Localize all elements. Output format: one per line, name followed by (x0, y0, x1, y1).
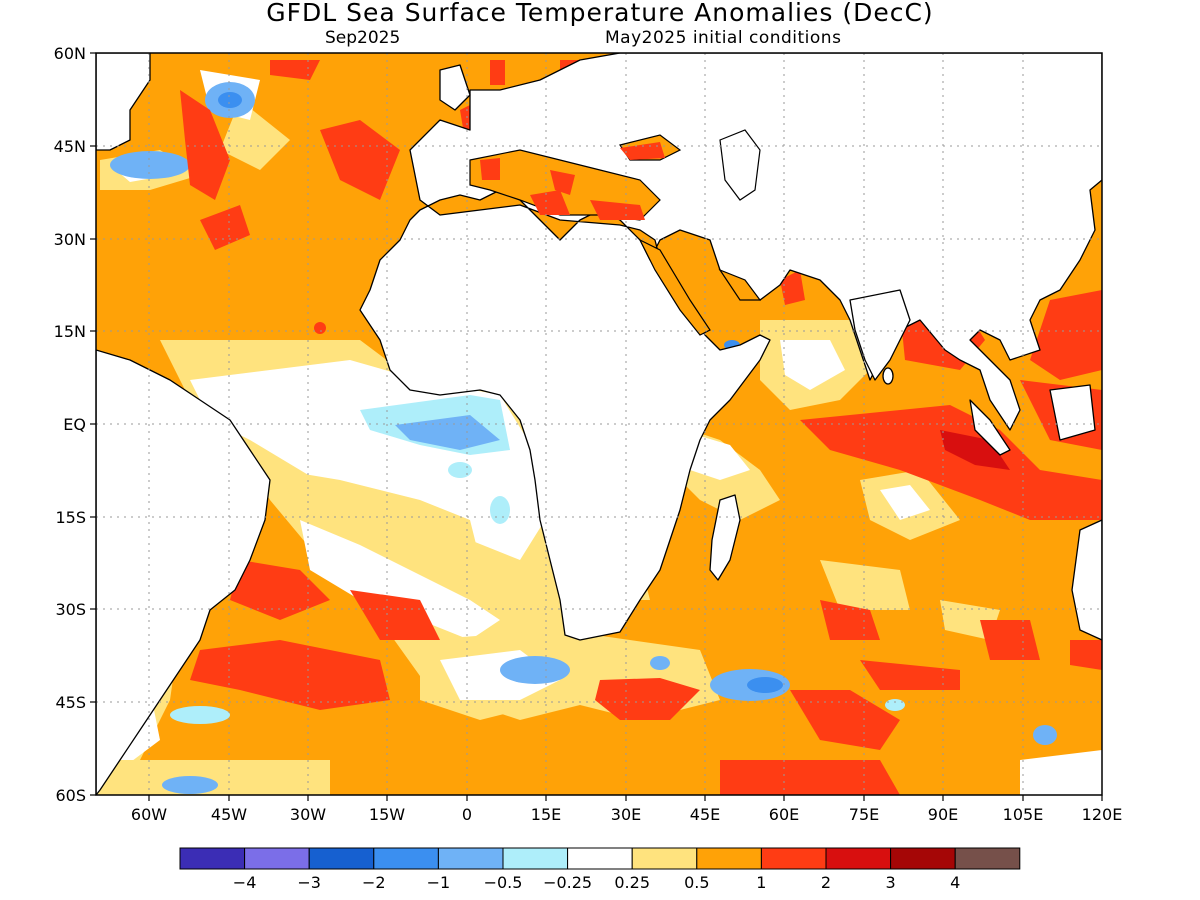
sumatra (969, 399, 1011, 456)
colorbar-swatch (179, 847, 246, 870)
lat-label: 15N (54, 322, 86, 341)
colorbar-label: −0.5 (484, 873, 523, 892)
colorbar-label: 0.25 (614, 873, 650, 892)
colorbar-swatch (631, 847, 698, 870)
india (849, 289, 911, 381)
lat-label: 45N (54, 137, 86, 156)
colorbar-swatch (825, 847, 892, 870)
lat-label: 15S (55, 508, 86, 527)
longitude-labels: 60W 45W 30W 15W 0 15E 30E 45E 60E 75E 90… (131, 805, 1122, 824)
latitude-labels: 60N 45N 30N 15N EQ 15S 30S 45S 60S (54, 44, 86, 805)
lon-label: 105E (1003, 805, 1044, 824)
cold-anomaly-regions (110, 82, 1057, 794)
med-warm-patches (480, 142, 665, 220)
colorbar-label: −1 (427, 873, 451, 892)
colorbar-swatch (502, 847, 569, 870)
graticule (96, 53, 1102, 795)
north-america (96, 53, 151, 151)
colorbar-label: 2 (821, 873, 831, 892)
warm-anomaly-regions (180, 60, 1102, 795)
colorbar-swatch (696, 847, 762, 870)
lon-label: 30E (611, 805, 641, 824)
colorbar-swatch (373, 847, 439, 870)
lon-label: 15W (369, 805, 405, 824)
sri-lanka (882, 367, 894, 385)
colorbar-label: −0.25 (543, 873, 592, 892)
lat-label: 60S (55, 786, 86, 805)
colorbar-label: 0.5 (684, 873, 709, 892)
caspian-sea (719, 129, 761, 201)
colorbar-swatch (567, 847, 633, 870)
colorbar-label: 3 (886, 873, 896, 892)
great-britain (439, 64, 471, 111)
map-frame-content (96, 53, 1102, 795)
lon-label: 0 (462, 805, 472, 824)
colorbar-swatch (437, 847, 504, 870)
tick-marks (90, 52, 1103, 801)
lat-label: 30S (55, 600, 86, 619)
lon-label: 120E (1082, 805, 1123, 824)
colorbar-swatch (890, 847, 956, 870)
madagascar (709, 494, 741, 581)
lon-label: 90E (928, 805, 958, 824)
south-america (96, 349, 271, 795)
colorbar-swatch (244, 847, 310, 870)
persian-gulf (718, 268, 762, 301)
borneo (1049, 384, 1096, 441)
colorbar-label: −2 (362, 873, 386, 892)
australia (1071, 519, 1102, 641)
lon-label: 15E (531, 805, 561, 824)
map-title: GFDL Sea Surface Temperature Anomalies (… (266, 0, 934, 27)
lat-label: EQ (63, 415, 86, 434)
lon-label: 60W (131, 805, 167, 824)
colorbar-swatch (760, 847, 827, 870)
lon-label: 75E (849, 805, 879, 824)
colorbar-label: 1 (756, 873, 766, 892)
initial-conditions: May2025 initial conditions (605, 28, 842, 48)
lon-label: 45E (690, 805, 720, 824)
colorbar-swatch (954, 847, 1021, 870)
forecast-month: Sep2025 (325, 28, 401, 48)
lat-label: 45S (55, 693, 86, 712)
colorbar-swatch (308, 847, 375, 870)
lon-label: 30W (290, 805, 326, 824)
colorbar-legend: −4 −3 −2 −1 −0.5 −0.25 0.25 0.5 1 2 3 4 (179, 847, 1021, 892)
colorbar-label: −3 (297, 873, 321, 892)
lat-label: 60N (54, 44, 86, 63)
lat-label: 30N (54, 230, 86, 249)
lon-label: 45W (211, 805, 247, 824)
lon-label: 60E (769, 805, 799, 824)
colorbar-label: 4 (950, 873, 960, 892)
red-sea (638, 238, 711, 336)
colorbar-label: −4 (233, 873, 257, 892)
